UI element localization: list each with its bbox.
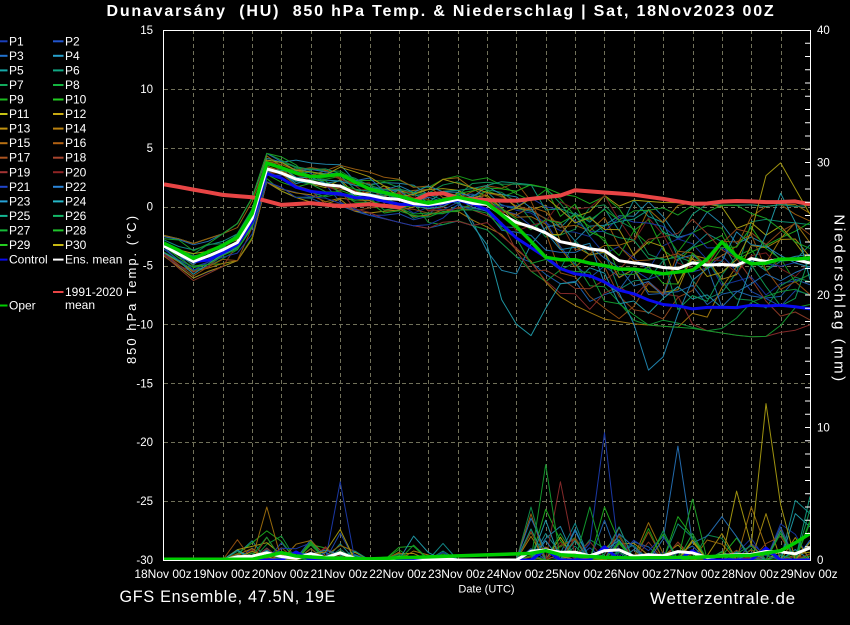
svg-text:P17: P17 (9, 151, 31, 165)
svg-text:20Nov 00z: 20Nov 00z (252, 567, 309, 581)
svg-text:27Nov 00z: 27Nov 00z (663, 567, 720, 581)
svg-text:P20: P20 (65, 165, 87, 179)
svg-text:-20: -20 (136, 437, 153, 449)
svg-text:30: 30 (817, 158, 830, 170)
svg-text:-15: -15 (136, 378, 153, 390)
svg-text:P5: P5 (9, 63, 24, 77)
svg-text:P12: P12 (65, 107, 87, 121)
svg-text:23Nov 00z: 23Nov 00z (428, 567, 485, 581)
svg-text:P18: P18 (65, 151, 87, 165)
svg-text:P25: P25 (9, 209, 31, 223)
svg-text:Dunavarsány (HU) 850 hPa Tem: Dunavarsány (HU) 850 hPa Temp. & Nieders… (106, 3, 775, 20)
svg-text:mean: mean (65, 298, 95, 312)
svg-text:-10: -10 (136, 319, 153, 331)
svg-text:P10: P10 (65, 93, 87, 107)
svg-text:10: 10 (817, 423, 830, 435)
svg-text:P21: P21 (9, 180, 31, 194)
svg-text:Ens. mean: Ens. mean (65, 253, 122, 267)
svg-text:Niederschlag (mm): Niederschlag (mm) (831, 214, 848, 383)
svg-text:40: 40 (817, 25, 830, 37)
svg-text:P2: P2 (65, 34, 80, 48)
svg-text:21Nov 00z: 21Nov 00z (310, 567, 367, 581)
svg-text:P28: P28 (65, 223, 87, 237)
svg-text:0: 0 (147, 202, 153, 214)
svg-text:-30: -30 (136, 555, 153, 567)
svg-text:P19: P19 (9, 165, 31, 179)
svg-text:Date (UTC): Date (UTC) (458, 583, 514, 595)
svg-text:P15: P15 (9, 136, 31, 150)
svg-text:P23: P23 (9, 194, 31, 208)
svg-text:P4: P4 (65, 49, 80, 63)
svg-text:Control: Control (9, 253, 48, 267)
svg-text:1991-2020: 1991-2020 (65, 285, 123, 299)
svg-text:P7: P7 (9, 78, 24, 92)
svg-text:P30: P30 (65, 238, 87, 252)
svg-text:25Nov 00z: 25Nov 00z (545, 567, 602, 581)
svg-text:Wetterzentrale.de: Wetterzentrale.de (650, 589, 796, 608)
svg-text:5: 5 (147, 143, 153, 155)
svg-text:P26: P26 (65, 209, 87, 223)
svg-text:P9: P9 (9, 93, 24, 107)
svg-text:19Nov 00z: 19Nov 00z (193, 567, 250, 581)
svg-text:P16: P16 (65, 136, 87, 150)
svg-text:GFS Ensemble, 47.5N, 19E: GFS Ensemble, 47.5N, 19E (120, 588, 337, 606)
svg-text:850 hPa Temp. (°C): 850 hPa Temp. (°C) (124, 214, 139, 364)
svg-text:P8: P8 (65, 78, 80, 92)
svg-text:P22: P22 (65, 180, 87, 194)
svg-text:26Nov 00z: 26Nov 00z (604, 567, 661, 581)
svg-text:P29: P29 (9, 238, 31, 252)
svg-text:20: 20 (817, 290, 830, 302)
svg-text:-5: -5 (143, 261, 153, 273)
svg-text:29Nov 00z: 29Nov 00z (780, 567, 837, 581)
svg-text:P24: P24 (65, 194, 87, 208)
svg-text:P14: P14 (65, 122, 87, 136)
svg-text:15: 15 (140, 25, 153, 37)
svg-text:P27: P27 (9, 223, 31, 237)
svg-text:28Nov 00z: 28Nov 00z (722, 567, 779, 581)
svg-text:0: 0 (817, 555, 823, 567)
svg-text:P1: P1 (9, 34, 24, 48)
svg-text:18Nov 00z: 18Nov 00z (134, 567, 191, 581)
svg-text:P11: P11 (9, 107, 30, 121)
svg-text:22Nov 00z: 22Nov 00z (369, 567, 426, 581)
svg-text:P6: P6 (65, 63, 80, 77)
svg-text:-25: -25 (136, 496, 153, 508)
svg-text:10: 10 (140, 84, 153, 96)
svg-text:Oper: Oper (9, 299, 36, 313)
svg-text:P3: P3 (9, 49, 24, 63)
svg-text:24Nov 00z: 24Nov 00z (487, 567, 544, 581)
svg-text:P13: P13 (9, 122, 31, 136)
